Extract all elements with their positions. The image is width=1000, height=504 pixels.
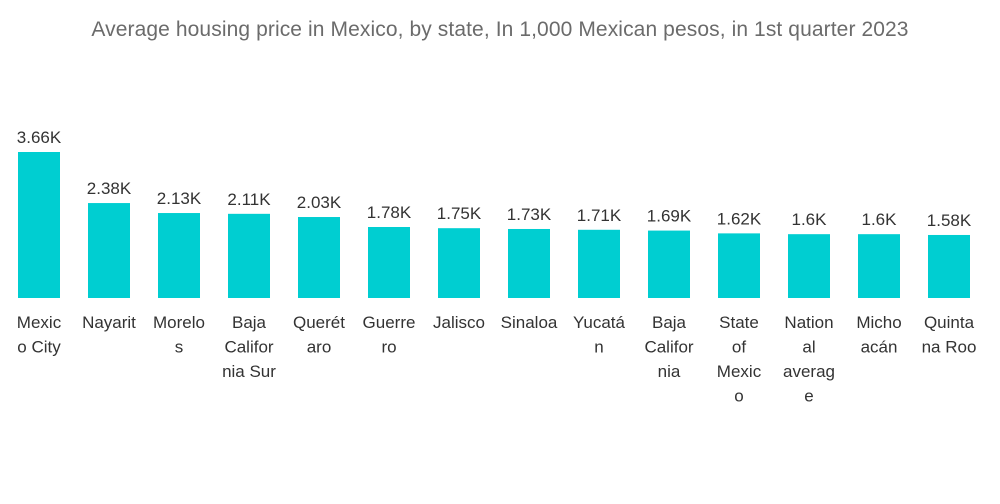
data-label: 1.69K — [647, 207, 692, 226]
category-label: Baja Califor nia Sur — [222, 313, 276, 381]
bar — [88, 203, 130, 298]
bar — [578, 229, 620, 298]
data-label: 1.58K — [927, 211, 972, 230]
bar — [788, 234, 830, 298]
category-label: Guerre ro — [363, 313, 416, 357]
bar — [368, 226, 410, 298]
bar — [298, 217, 340, 298]
bar — [158, 213, 200, 298]
bar — [648, 230, 690, 298]
category-label: Morelo s — [153, 313, 205, 357]
category-label: Yucatá n — [573, 313, 626, 357]
bar — [18, 152, 60, 298]
bar — [228, 213, 270, 298]
category-label: Sinaloa — [501, 313, 558, 332]
data-label: 3.66K — [17, 128, 62, 147]
category-label: Quinta na Roo — [922, 313, 977, 357]
category-label: Nayarit — [82, 313, 136, 332]
bar — [928, 234, 970, 298]
category-label: Mexic o City — [17, 313, 62, 357]
category-label: Nation al averag e — [783, 313, 835, 406]
data-label: 1.6K — [862, 210, 898, 229]
category-label: Micho acán — [856, 313, 901, 357]
data-label: 1.62K — [717, 209, 762, 228]
data-label: 1.78K — [367, 203, 412, 222]
category-label: Baja Califor nia — [644, 313, 693, 381]
data-label: 1.6K — [792, 210, 828, 229]
data-label: 2.38K — [87, 179, 132, 198]
data-label: 2.11K — [227, 190, 271, 209]
data-label: 1.71K — [577, 206, 622, 225]
category-label: Querét aro — [293, 313, 345, 357]
bar — [508, 228, 550, 298]
bar — [718, 233, 760, 298]
data-label: 2.03K — [297, 193, 342, 212]
data-label: 1.75K — [437, 204, 482, 223]
data-label: 1.73K — [507, 205, 552, 224]
category-label: State of Mexic o — [717, 313, 762, 406]
category-label: Jalisco — [433, 313, 485, 332]
chart-title: Average housing price in Mexico, by stat… — [91, 18, 909, 41]
bar — [438, 228, 480, 298]
data-label: 2.13K — [157, 189, 202, 208]
bar — [858, 234, 900, 298]
